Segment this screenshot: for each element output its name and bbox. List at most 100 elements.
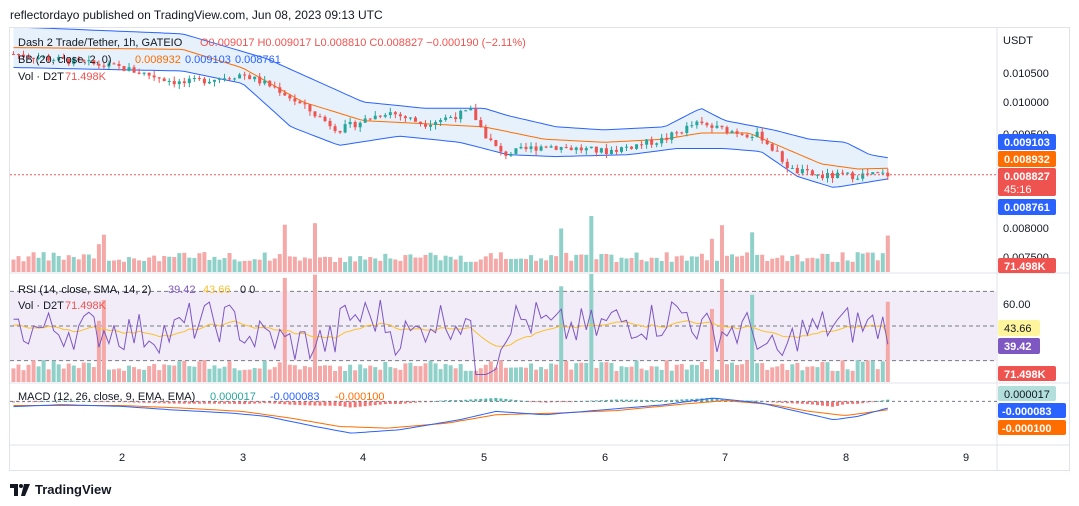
macd-histogram-bar [167, 401, 171, 404]
volume-bar-rsi-pane [498, 360, 503, 382]
candle-body [810, 170, 814, 175]
volume-bar-rsi-pane [187, 366, 192, 382]
volume-bar [132, 258, 137, 272]
candle-body [429, 124, 433, 127]
macd-histogram-bar [238, 401, 242, 405]
volume-bar-rsi-pane [579, 362, 584, 382]
volume-bar-rsi-pane [368, 365, 373, 382]
volume-bar-rsi-pane [383, 362, 388, 382]
macd-histogram-bar [358, 401, 362, 407]
tradingview-footer[interactable]: TradingView [10, 482, 111, 497]
volume-bar [765, 260, 770, 272]
candle-body [785, 161, 789, 168]
volume-bar [529, 255, 534, 272]
volume-bar [498, 252, 503, 272]
macd-histogram-bar [398, 401, 402, 404]
volume-bar [101, 234, 106, 272]
candle-body [147, 72, 151, 76]
volume-bar-rsi-pane [182, 360, 187, 382]
macd-histogram-bar [97, 401, 101, 403]
macd-histogram-bar [403, 401, 407, 404]
macd-histogram-bar [223, 401, 227, 404]
candle-body [544, 146, 548, 148]
candle-body [293, 98, 297, 102]
volume-bar-rsi-pane [21, 370, 26, 382]
volume-bar [709, 238, 714, 272]
candle-body [157, 77, 161, 79]
rsi-line [13, 299, 889, 375]
macd-histogram-bar [645, 399, 649, 402]
price-tick: 0.008000 [1003, 223, 1049, 235]
volume-bar [373, 258, 378, 272]
candle-body [569, 147, 573, 151]
candle-body [514, 148, 518, 154]
candle-body [258, 76, 262, 84]
candle-body [439, 119, 443, 123]
candle-body [77, 58, 81, 60]
volume-bar [277, 254, 282, 272]
candle-body [846, 172, 850, 174]
volume-bar [865, 252, 870, 272]
candle-body [233, 78, 237, 80]
volume-bar-rsi-pane [785, 370, 790, 382]
rsi-background [10, 290, 997, 362]
bollinger-band-area [13, 28, 888, 188]
volume-bar-rsi-pane [820, 361, 825, 382]
volume-bar [433, 255, 438, 272]
macd-histogram-bar [775, 401, 779, 403]
macd-histogram-bar [861, 401, 865, 404]
macd-histogram-bar [459, 400, 463, 402]
volume-bar [468, 261, 473, 272]
volume-bar [780, 255, 785, 272]
volume-bar-rsi-pane [237, 370, 242, 382]
volume-bar [328, 257, 333, 272]
volume-bar [96, 244, 101, 272]
macd-histogram-bar [635, 399, 639, 402]
candle-body [881, 172, 885, 174]
volume-bar-rsi-pane [76, 368, 81, 382]
candle-body [278, 87, 282, 93]
macd-histogram-bar [207, 401, 211, 404]
macd-histogram-bar [489, 398, 493, 402]
volume-bar-rsi-pane [669, 370, 674, 382]
candle-body [680, 132, 684, 134]
macd-histogram-bar [268, 401, 272, 404]
volume-bar [106, 260, 111, 272]
last-price-tag-text: 0.008827 [1004, 171, 1050, 183]
macd-histogram-bar [338, 401, 342, 406]
candle-body [383, 115, 387, 117]
volume-bar-rsi-pane [127, 365, 132, 382]
volume-bar [589, 216, 594, 272]
volume-bar-rsi-pane [689, 364, 694, 382]
volume-bar [423, 254, 428, 272]
volume-bar [317, 257, 322, 272]
candle-body [217, 78, 221, 80]
candle-body [418, 121, 422, 125]
candle-body [273, 86, 277, 88]
candle-body [72, 58, 76, 65]
macd-histogram-bar [831, 401, 835, 407]
volume-bar [483, 256, 488, 272]
volume-bar-rsi-pane [438, 369, 443, 382]
volume-bar-rsi-pane [664, 360, 669, 382]
candle-body [107, 63, 111, 67]
volume-bar [172, 257, 177, 272]
brand-name: TradingView [35, 482, 112, 497]
volume-tag [998, 258, 1056, 273]
volume-bar-rsi-pane [287, 364, 292, 382]
volume-bar [403, 255, 408, 272]
candle-body [630, 146, 634, 149]
macd-histogram-bar [378, 401, 382, 405]
candle-body [820, 174, 824, 179]
candle-body [800, 169, 804, 174]
candle-body [182, 81, 186, 84]
volume-bar [609, 254, 614, 272]
candle-body [363, 118, 367, 123]
volume-bar-rsi-pane [363, 368, 368, 382]
candle-body [172, 80, 176, 85]
rsi-legend-label: RSI (14, close, SMA, 14, 2) [18, 284, 151, 296]
volume-bar [142, 260, 147, 272]
macd-histogram-bar [529, 401, 533, 403]
volume-bar-rsi-pane [292, 365, 297, 382]
volume-bar [56, 255, 61, 272]
